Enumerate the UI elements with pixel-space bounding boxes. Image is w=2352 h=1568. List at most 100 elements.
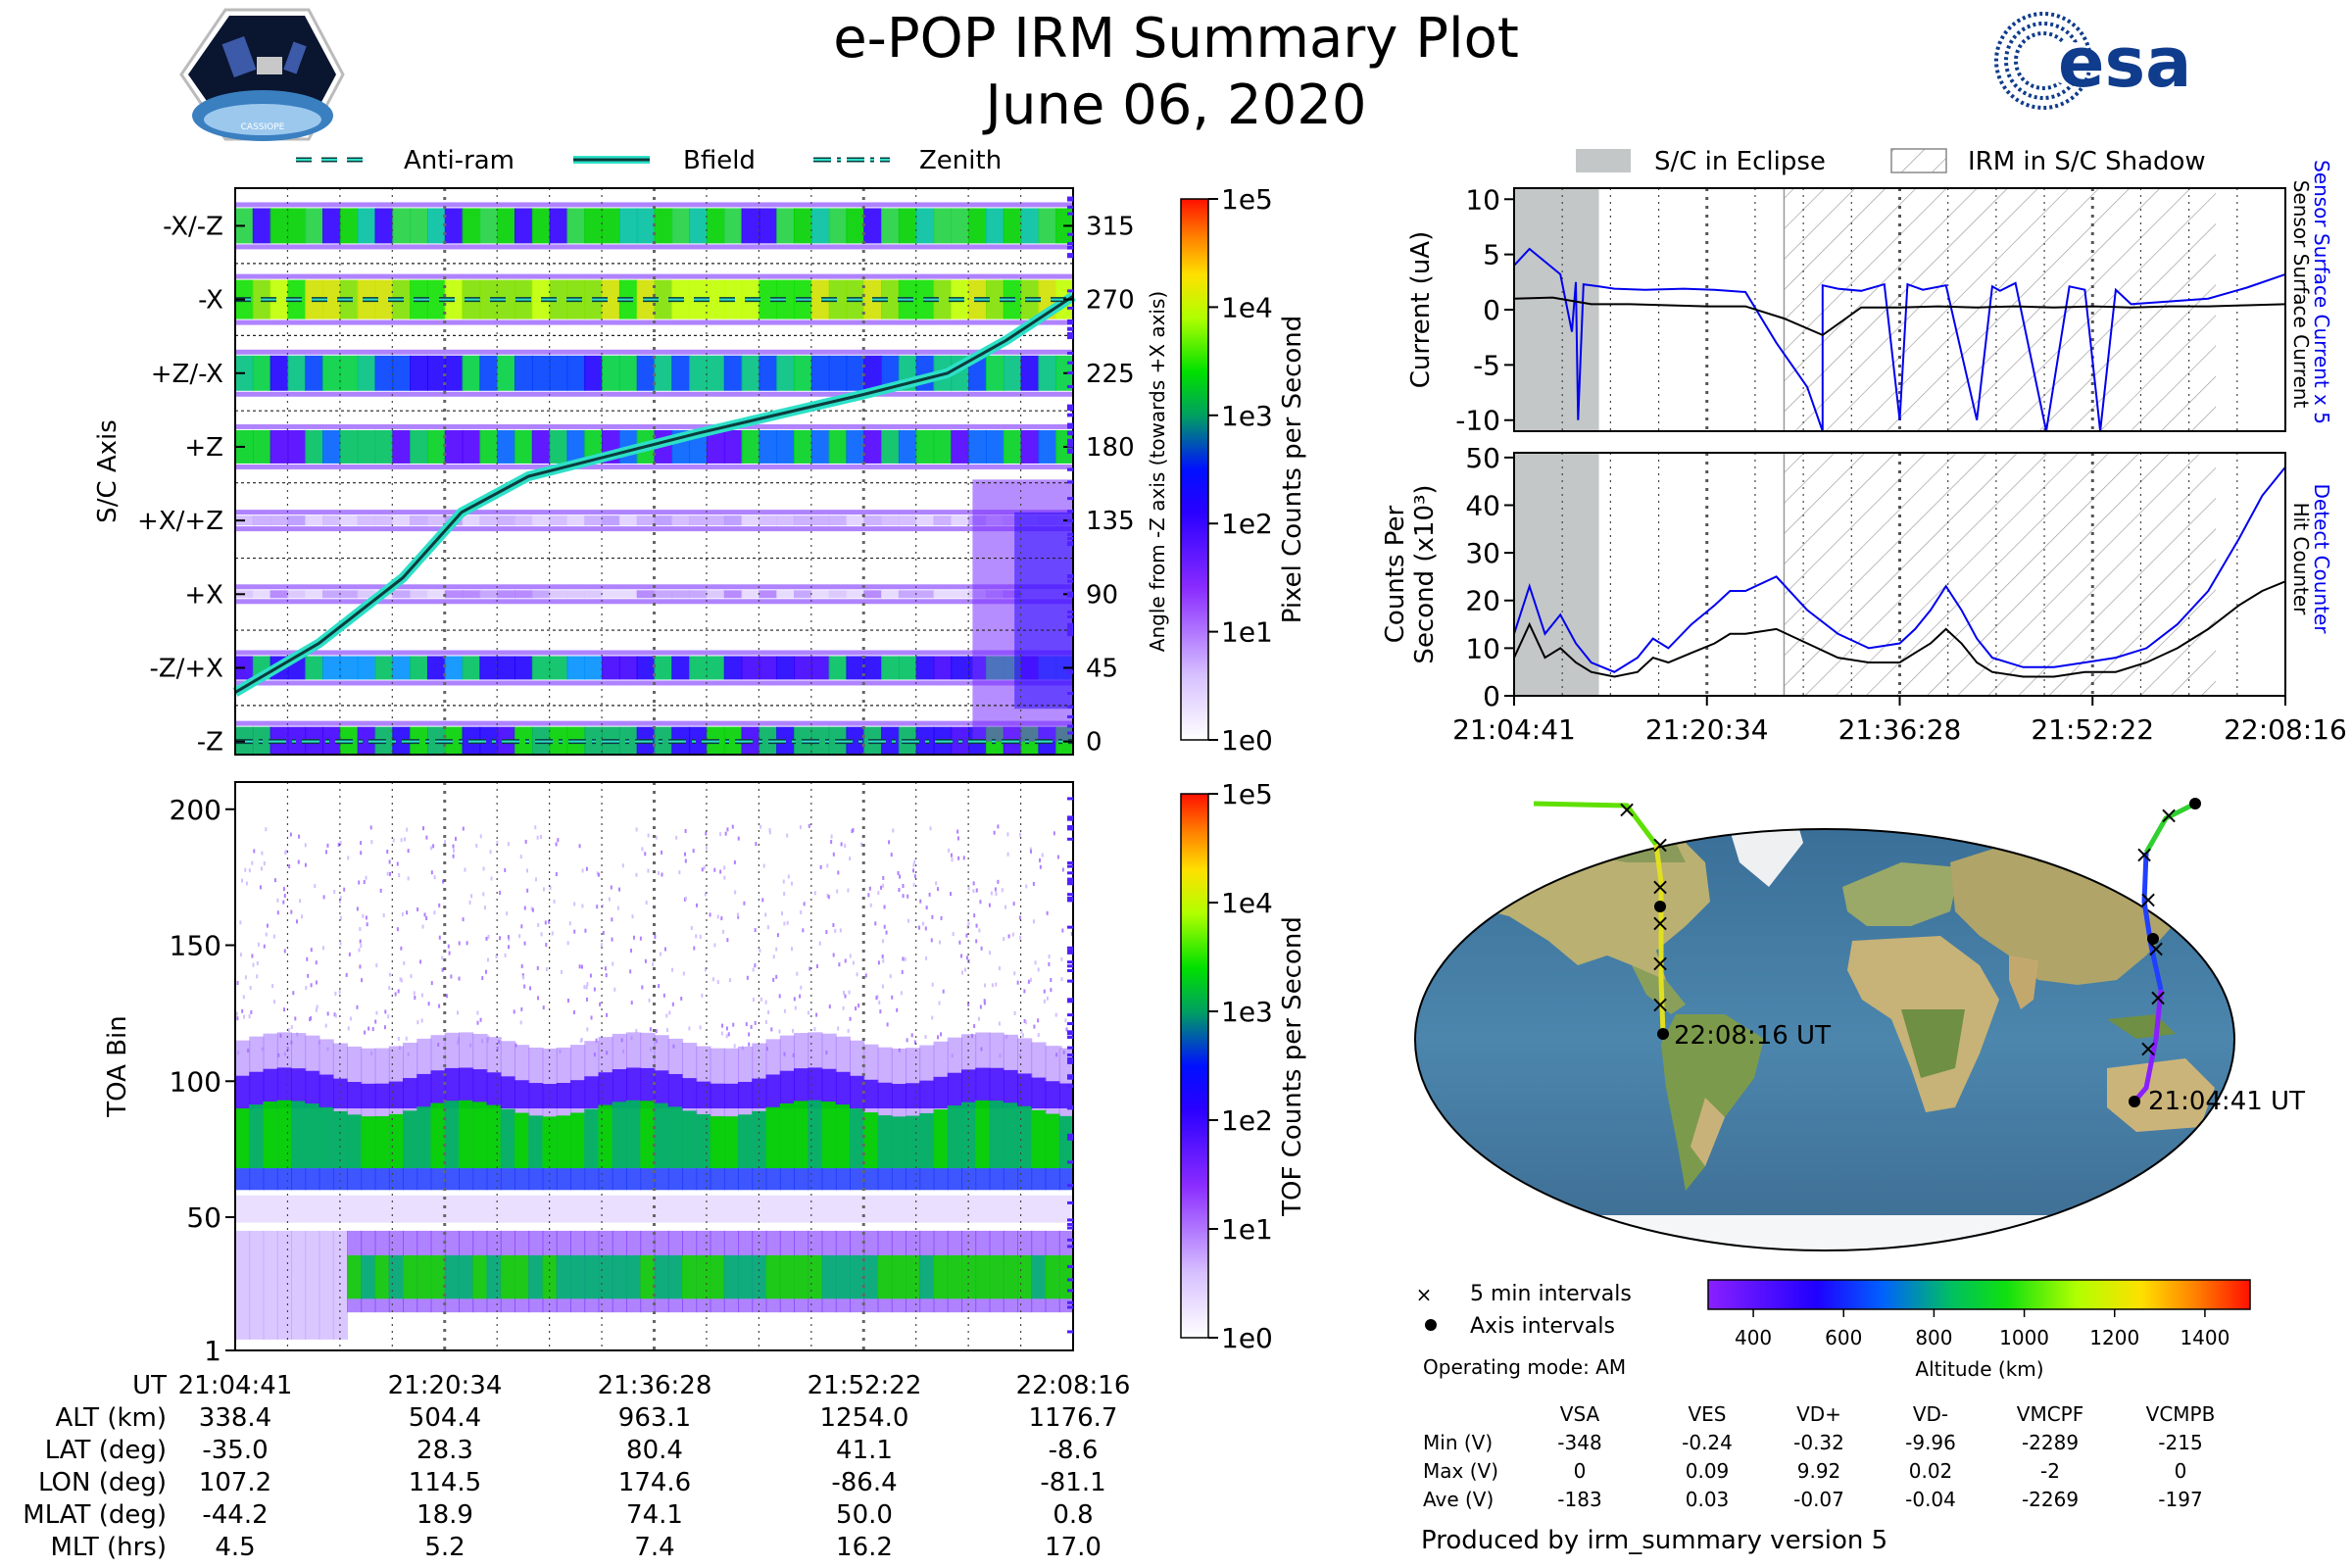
- toa-speck: [282, 1007, 285, 1012]
- toa-speck: [727, 1032, 730, 1037]
- sc-heat-cell: [794, 429, 812, 464]
- sc-heat-cell: [985, 208, 1004, 244]
- time-xtick-label: 21:36:28: [1838, 713, 1962, 746]
- altitude-colorbar: 400 600 800 1000 1200 1400 Altitude (km): [1707, 1279, 2251, 1381]
- sc-heat-cell: [514, 208, 533, 244]
- toa-lower-faint: [249, 1230, 265, 1340]
- voltage-cell: 0.03: [1686, 1488, 1730, 1511]
- toa-speck: [400, 838, 403, 843]
- toa-speck: [786, 920, 789, 925]
- sc-heat-cell: [444, 656, 464, 680]
- sc-heat-cell: [915, 429, 935, 464]
- toa-speck: [593, 987, 596, 992]
- toa-green-cell: [906, 1115, 921, 1169]
- sc-heat-cell: [636, 515, 656, 526]
- toa-speck: [684, 858, 687, 863]
- toa-speck: [844, 958, 847, 963]
- toa-speck: [1003, 937, 1005, 942]
- toa-speck: [362, 913, 365, 918]
- toa-speck: [513, 1009, 515, 1014]
- toa-speck: [752, 967, 755, 972]
- toa-lower-faint: [263, 1230, 278, 1340]
- coord-cell: -86.4: [831, 1468, 897, 1497]
- toa-speck: [906, 1038, 908, 1043]
- altitude-tick-label: 800: [1915, 1326, 1952, 1349]
- toa-speck: [613, 987, 616, 992]
- toa-speck: [450, 974, 453, 979]
- sc-heat-cell: [915, 208, 935, 244]
- toa-speck: [618, 887, 621, 892]
- toa-speck: [838, 962, 841, 967]
- toa-speck: [309, 1017, 312, 1022]
- sc-heat-cell: [741, 355, 760, 391]
- toa-lower-blue-cell: [430, 1168, 446, 1191]
- toa-speck: [725, 1034, 728, 1039]
- sc-heat-cell: [654, 515, 673, 526]
- sc-heat-cell: [706, 208, 725, 244]
- toa-ytick-label: 100: [170, 1065, 221, 1098]
- toa-speck: [760, 824, 762, 829]
- toa-speck: [762, 863, 765, 868]
- toa-speck: [396, 927, 399, 932]
- toa-blue-cell: [1058, 1083, 1073, 1109]
- colorbar-tick-label: 1e5: [1221, 778, 1273, 810]
- sc-heat-cell: [723, 355, 743, 391]
- sc-heat-cell: [426, 656, 446, 680]
- toa-speck: [639, 936, 642, 941]
- toa-speck: [458, 976, 461, 981]
- sc-heat-cell: [479, 355, 499, 391]
- toa-speck: [936, 1035, 939, 1040]
- sc-heat-cell: [339, 515, 359, 526]
- voltage-cell: 0: [1574, 1459, 1587, 1483]
- coord-cell: 114.5: [409, 1468, 481, 1497]
- toa-lower-green: [500, 1254, 515, 1299]
- toa-speck: [245, 881, 248, 886]
- voltage-header: VMCPF: [2017, 1402, 2083, 1426]
- toa-speck: [423, 912, 426, 917]
- voltage-header: VD-: [1913, 1402, 1948, 1426]
- toa-speck: [760, 997, 762, 1002]
- toa-speck: [837, 870, 840, 875]
- toa-green-cell: [667, 1106, 683, 1169]
- colorbar-tick-label: 1e2: [1221, 508, 1273, 540]
- right-legend: S/C in Eclipse IRM in S/C Shadow: [1576, 147, 2206, 176]
- toa-speck: [324, 1023, 327, 1028]
- toa-speck: [566, 998, 569, 1003]
- sc-heat-cell: [654, 656, 673, 680]
- toa-speck: [902, 956, 905, 961]
- toa-green-cell: [318, 1106, 334, 1169]
- sc-heat-cell: [392, 515, 412, 526]
- toa-speck: [566, 941, 569, 946]
- sc-heat-cell: [863, 656, 883, 680]
- toa-speck: [507, 842, 510, 847]
- toa-speck: [453, 849, 456, 854]
- toa-speck: [868, 886, 871, 891]
- toa-speck: [1006, 852, 1009, 857]
- toa-speck: [977, 1016, 980, 1021]
- toa-lower-green: [906, 1254, 921, 1299]
- toa-speck: [913, 1040, 916, 1045]
- toa-speck: [764, 1019, 767, 1024]
- sc-heat-cell: [951, 208, 970, 244]
- toa-blue-cell: [961, 1069, 977, 1109]
- toa-blue-cell: [667, 1073, 683, 1109]
- toa-speck: [261, 866, 264, 871]
- toa-speck: [891, 995, 894, 1000]
- toa-speck: [834, 928, 837, 933]
- sc-heat-cell: [410, 429, 428, 464]
- toa-speck: [384, 1009, 387, 1014]
- time-xtick-label: 21:52:22: [2031, 713, 2154, 746]
- coord-row-label: MLAT (deg): [23, 1500, 167, 1530]
- toa-speck: [295, 919, 298, 924]
- sc-heat-cell: [549, 355, 568, 391]
- toa-lower-green: [444, 1254, 460, 1299]
- sc-heat-cell: [759, 515, 778, 526]
- toa-lower-green: [416, 1254, 432, 1299]
- sc-heat-cell: [741, 590, 760, 599]
- track-segment-americas: [1653, 844, 1666, 1035]
- sc-heat-cell: [602, 279, 620, 319]
- altitude-tick-label: 1200: [2089, 1326, 2139, 1349]
- sc-heat-cell: [915, 515, 935, 526]
- toa-speck: [695, 934, 698, 939]
- toa-speck: [754, 928, 757, 933]
